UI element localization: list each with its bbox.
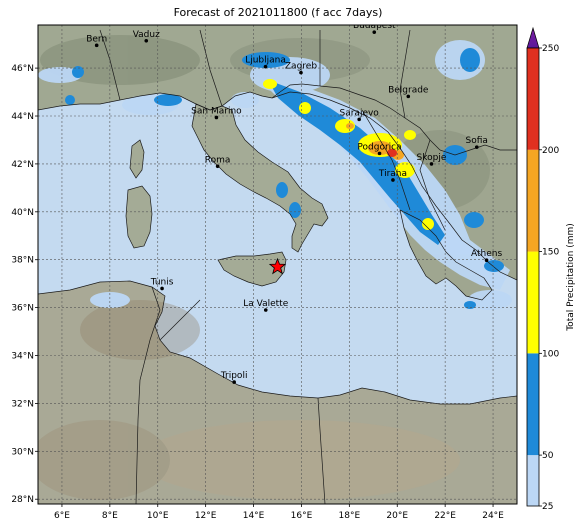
lat-tick-label: 28°N: [11, 495, 34, 505]
colorbar-tick-label: 250: [542, 44, 559, 54]
colorbar-segment: [527, 149, 539, 252]
colorbar-tick-label: 200: [542, 146, 559, 156]
city-dot: [429, 162, 434, 166]
colorbar: 25 50 100 150 200 250 Total Precipitation (mm…: [526, 26, 576, 512]
lat-tick-label: 40°N: [11, 208, 34, 218]
city-dot: [232, 380, 236, 384]
city-dot: [263, 308, 268, 312]
city-dot: [474, 145, 479, 149]
map-title: Forecast of 2021011800 (f acc 7days): [173, 6, 383, 19]
city-label: Athens: [471, 249, 502, 259]
lat-tick-label: 30°N: [11, 447, 34, 457]
city-dot: [160, 286, 164, 291]
lat-tick-label: 46°N: [11, 64, 34, 74]
precip-50-100: [65, 48, 504, 309]
lon-tick-label: 18°E: [339, 511, 361, 521]
colorbar-tick-label: 150: [542, 248, 559, 258]
city-label: Skopje: [417, 153, 447, 163]
axis-ticks: 6°E 8°E 10°E 12°E 14°E 16°E 18°E 20°E 22°E 24°E 46…: [11, 64, 504, 521]
marker-layer: [268, 257, 287, 275]
land-sicily: [218, 252, 286, 286]
land-sardinia: [126, 186, 152, 248]
colorbar-segment: [527, 353, 539, 456]
colorbar-label: Total Precipitation (mm): [566, 223, 576, 332]
city-dot: [372, 30, 377, 34]
lat-tick-label: 32°N: [11, 399, 34, 409]
city-label: La Valette: [243, 299, 288, 309]
city-dot: [214, 115, 219, 120]
city-label: Sarajevo: [340, 108, 380, 118]
lat-tick-label: 44°N: [11, 112, 34, 122]
colorbar-tick-label: 100: [542, 349, 559, 359]
city-dot: [484, 258, 489, 262]
lat-tick-label: 38°N: [11, 256, 34, 266]
colorbar-tick-label: 50: [542, 451, 554, 461]
colorbar-tick-label: 25: [542, 502, 553, 512]
city-label: Bern: [86, 34, 107, 44]
city-label: San Marino: [191, 106, 242, 116]
colorbar-segment: [527, 455, 539, 506]
land-north-africa: [38, 281, 517, 504]
city-label: Podgorica: [357, 142, 401, 152]
lat-tick-label: 42°N: [11, 160, 34, 170]
land-corsica: [130, 140, 144, 178]
lon-tick-label: 14°E: [243, 511, 265, 521]
city-label: Vaduz: [133, 30, 160, 40]
city-dot: [357, 117, 361, 122]
city-label: Sofia: [466, 136, 488, 146]
city-label: Zagreb: [285, 62, 317, 72]
lat-tick-label: 36°N: [11, 304, 34, 314]
lon-tick-label: 8°E: [102, 511, 118, 521]
lon-tick-label: 6°E: [54, 511, 70, 521]
lon-tick-label: 20°E: [386, 511, 408, 521]
city-dot: [406, 94, 411, 99]
colorbar-segment: [527, 48, 539, 150]
city-label: Belgrade: [388, 85, 429, 95]
lon-tick-label: 12°E: [195, 511, 217, 521]
map-frame: [37, 24, 518, 505]
country-borders: [38, 29, 517, 504]
city-label: Tripoli: [220, 371, 248, 381]
city-dot: [263, 64, 268, 69]
city-label: Roma: [205, 155, 231, 165]
city-dot: [391, 178, 395, 182]
colorbar-extend-arrow: [526, 26, 540, 49]
city-dot: [377, 151, 382, 156]
city-dot: [299, 70, 303, 75]
lon-tick-label: 24°E: [482, 511, 504, 521]
star-marker-icon: [268, 257, 287, 275]
colorbar-frame: [526, 47, 540, 507]
city-dot: [215, 164, 220, 169]
city-label: Budapest: [353, 21, 396, 31]
lon-tick-label: 16°E: [291, 511, 313, 521]
city-dot: [94, 43, 99, 48]
city-dot: [144, 39, 149, 43]
city-label: Ljubljana: [245, 56, 286, 66]
city-label: Tunis: [150, 277, 174, 287]
lat-tick-label: 34°N: [11, 352, 34, 362]
lon-tick-label: 22°E: [434, 511, 456, 521]
precip-200-250: [387, 149, 397, 157]
colorbar-segment: [527, 251, 539, 354]
lon-tick-label: 10°E: [147, 511, 169, 521]
city-label: Tirana: [378, 169, 407, 179]
